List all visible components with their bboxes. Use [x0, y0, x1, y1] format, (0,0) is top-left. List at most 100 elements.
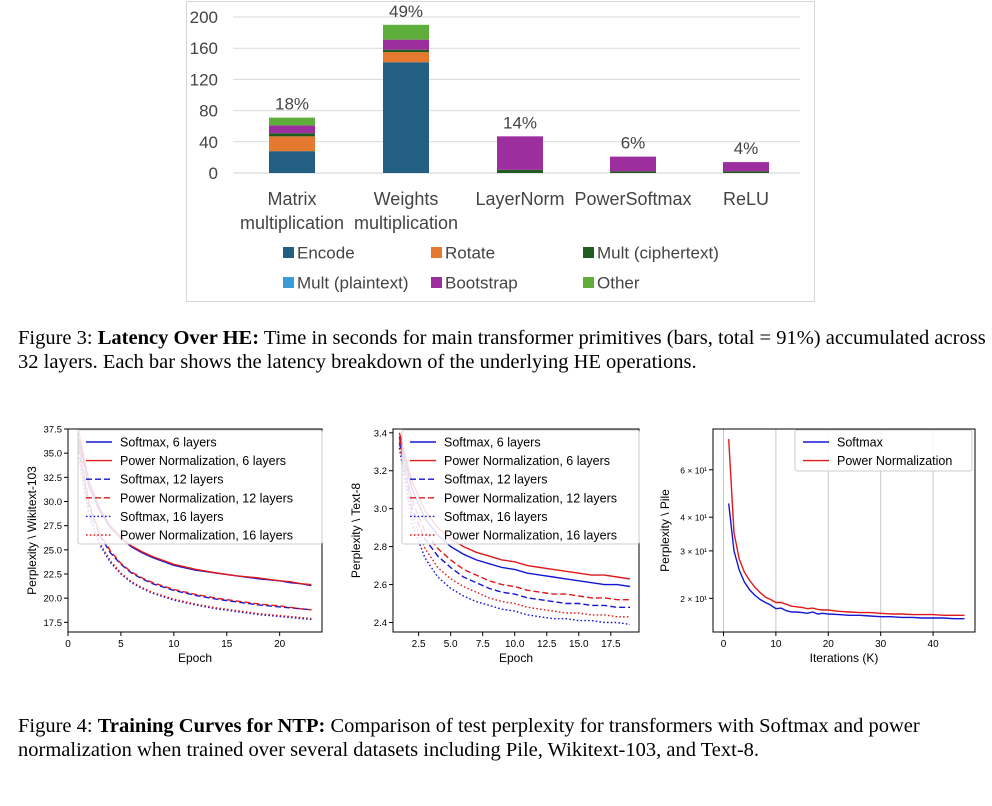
- y-tick-label: 2 × 10¹: [680, 594, 707, 604]
- x-tick-label: 20: [274, 639, 286, 650]
- legend-swatch: [583, 247, 594, 258]
- y-tick-label: 2.6: [374, 580, 387, 591]
- legend-label: Softmax, 12 layers: [444, 473, 548, 487]
- y-tick-label: 37.5: [44, 425, 63, 436]
- bar-segment-rotate: [383, 52, 429, 63]
- series-line-softmax-12-layers: [398, 442, 630, 608]
- x-tick-label: 12.5: [537, 639, 557, 650]
- x-tick-label: 7.5: [476, 639, 490, 650]
- series-line-softmax-16-layers: [77, 457, 312, 621]
- bar-segment-encode: [383, 62, 429, 173]
- y-axis-title: Perplexity \ Text-8: [349, 483, 363, 578]
- x-axis-title: Iterations (K): [810, 651, 879, 665]
- figure4-label: Figure 4:: [18, 715, 93, 737]
- bar-segment-bootstrap: [610, 156, 656, 172]
- x-tick-label: 5: [118, 639, 124, 650]
- text8-perplexity-chart: 2.5 5.0 7.5 10.0 12.5 15.0 17.5 2.4 2.6 2.8 3.0 3.2…: [349, 428, 640, 665]
- legend-box: [401, 429, 640, 545]
- legend-box: [794, 429, 973, 472]
- legend-label: Power Normalization: [837, 454, 952, 468]
- bar-percent-label: 6%: [621, 134, 646, 153]
- y-tick-label: 25.0: [44, 545, 63, 556]
- figure3-text: Time in seconds for main transformer pri…: [18, 327, 986, 373]
- y-tick-label: 200: [190, 8, 218, 27]
- x-tick-label: 2.5: [412, 639, 426, 650]
- y-tick-label: 120: [190, 70, 218, 89]
- x-tick-label: 40: [928, 639, 940, 650]
- y-tick-label: 80: [199, 102, 218, 121]
- legend-label: Softmax, 12 layers: [120, 473, 224, 487]
- y-tick-label: 3 × 10¹: [680, 546, 707, 556]
- bar-segment-mult-ciphertext-: [269, 133, 315, 137]
- x-tick-label: 10: [168, 639, 180, 650]
- legend-label: Other: [597, 274, 640, 293]
- y-tick-label: 20.0: [44, 594, 63, 605]
- x-tick-label: 17.5: [601, 639, 621, 650]
- figure3-caption: Figure 3: Latency Over HE: Time in secon…: [18, 326, 986, 374]
- y-tick-label: 40: [199, 133, 218, 152]
- x-category-label: PowerSoftmax: [574, 189, 691, 209]
- latency-bar-chart: 0 40 80 120 160 200 18% Matrix multiplication 49%…: [186, 1, 815, 302]
- series-line-softmax: [728, 503, 965, 620]
- x-category-label: Matrix: [268, 189, 317, 209]
- y-tick-label: 3.4: [374, 428, 387, 439]
- x-tick-label: 0: [721, 639, 727, 650]
- x-tick-label: 15: [221, 639, 233, 650]
- bar-segment-mult-ciphertext-: [723, 171, 769, 173]
- bar-percent-label: 18%: [275, 95, 309, 114]
- figure3-label: Figure 3:: [18, 327, 93, 349]
- bar-segment-mult-ciphertext-: [497, 169, 543, 173]
- fig3-frame: [186, 1, 815, 302]
- y-tick-label: 6 × 10¹: [680, 465, 707, 475]
- legend-label: Softmax, 16 layers: [120, 510, 224, 524]
- bar-percent-label: 14%: [503, 113, 537, 132]
- legend-label: Power Normalization, 12 layers: [120, 491, 293, 505]
- y-tick-label: 4 × 10¹: [680, 513, 707, 523]
- series-line-power-normalization-16-layers: [77, 453, 312, 620]
- legend-label: Power Normalization, 12 layers: [444, 491, 617, 505]
- y-tick-label: 32.5: [44, 473, 63, 484]
- bar-segment-mult-ciphertext-: [610, 171, 656, 173]
- legend-label: Bootstrap: [445, 274, 518, 293]
- bar-segment-other: [269, 117, 315, 126]
- x-category-label: multiplication: [240, 213, 344, 233]
- y-tick-label: 2.4: [374, 618, 387, 629]
- legend-label: Encode: [297, 244, 355, 263]
- y-tick-label: 160: [190, 39, 218, 58]
- y-tick-label: 3.2: [374, 466, 387, 477]
- x-tick-label: 5.0: [444, 639, 458, 650]
- legend-label: Softmax: [837, 436, 884, 450]
- bar-segment-rotate: [269, 136, 315, 152]
- bar-percent-label: 4%: [734, 139, 759, 158]
- x-axis-title: Epoch: [178, 651, 212, 665]
- wikitext-perplexity-chart: 0 5 10 15 20 17.5 20.0 22.5 25.0 27.5 30.0 32.5 35.0…: [25, 425, 323, 665]
- figure3-title: Latency Over HE:: [97, 327, 260, 349]
- legend-label: Power Normalization, 6 layers: [444, 454, 610, 468]
- legend-swatch: [583, 277, 594, 288]
- legend-label: Softmax, 6 layers: [120, 436, 217, 450]
- figure4-caption: Figure 4: Training Curves for NTP: Compa…: [18, 714, 986, 762]
- legend-box: [77, 429, 323, 545]
- bar-segment-bootstrap: [723, 162, 769, 172]
- legend-label: Mult (plaintext): [297, 274, 408, 293]
- y-tick-label: 3.0: [374, 504, 387, 515]
- y-tick-label: 17.5: [44, 618, 63, 629]
- legend-label: Rotate: [445, 244, 495, 263]
- bar-segment-bootstrap: [269, 125, 315, 134]
- pile-perplexity-chart: 0 10 20 30 40 2 × 10¹ 3 × 10¹ 4 × 10¹ 6 × 10¹ Ite…: [660, 428, 976, 665]
- bar-segment-bootstrap: [383, 39, 429, 50]
- x-tick-label: 30: [875, 639, 887, 650]
- bar-segment-mult-ciphertext-: [383, 49, 429, 53]
- plot-frame: [712, 428, 976, 633]
- y-tick-label: 30.0: [44, 497, 63, 508]
- x-tick-label: 0: [65, 639, 71, 650]
- x-category-label: ReLU: [723, 189, 769, 209]
- y-axis-title: Perplexity \ Pile: [660, 489, 672, 572]
- bar-segment-encode: [269, 151, 315, 173]
- series-line-power-normalization-16-layers: [398, 444, 630, 618]
- y-tick-label: 0: [209, 164, 218, 183]
- x-tick-label: 10: [770, 639, 782, 650]
- x-category-label: LayerNorm: [475, 189, 564, 209]
- figure4-title: Training Curves for NTP:: [97, 715, 326, 737]
- legend-swatch: [283, 247, 294, 258]
